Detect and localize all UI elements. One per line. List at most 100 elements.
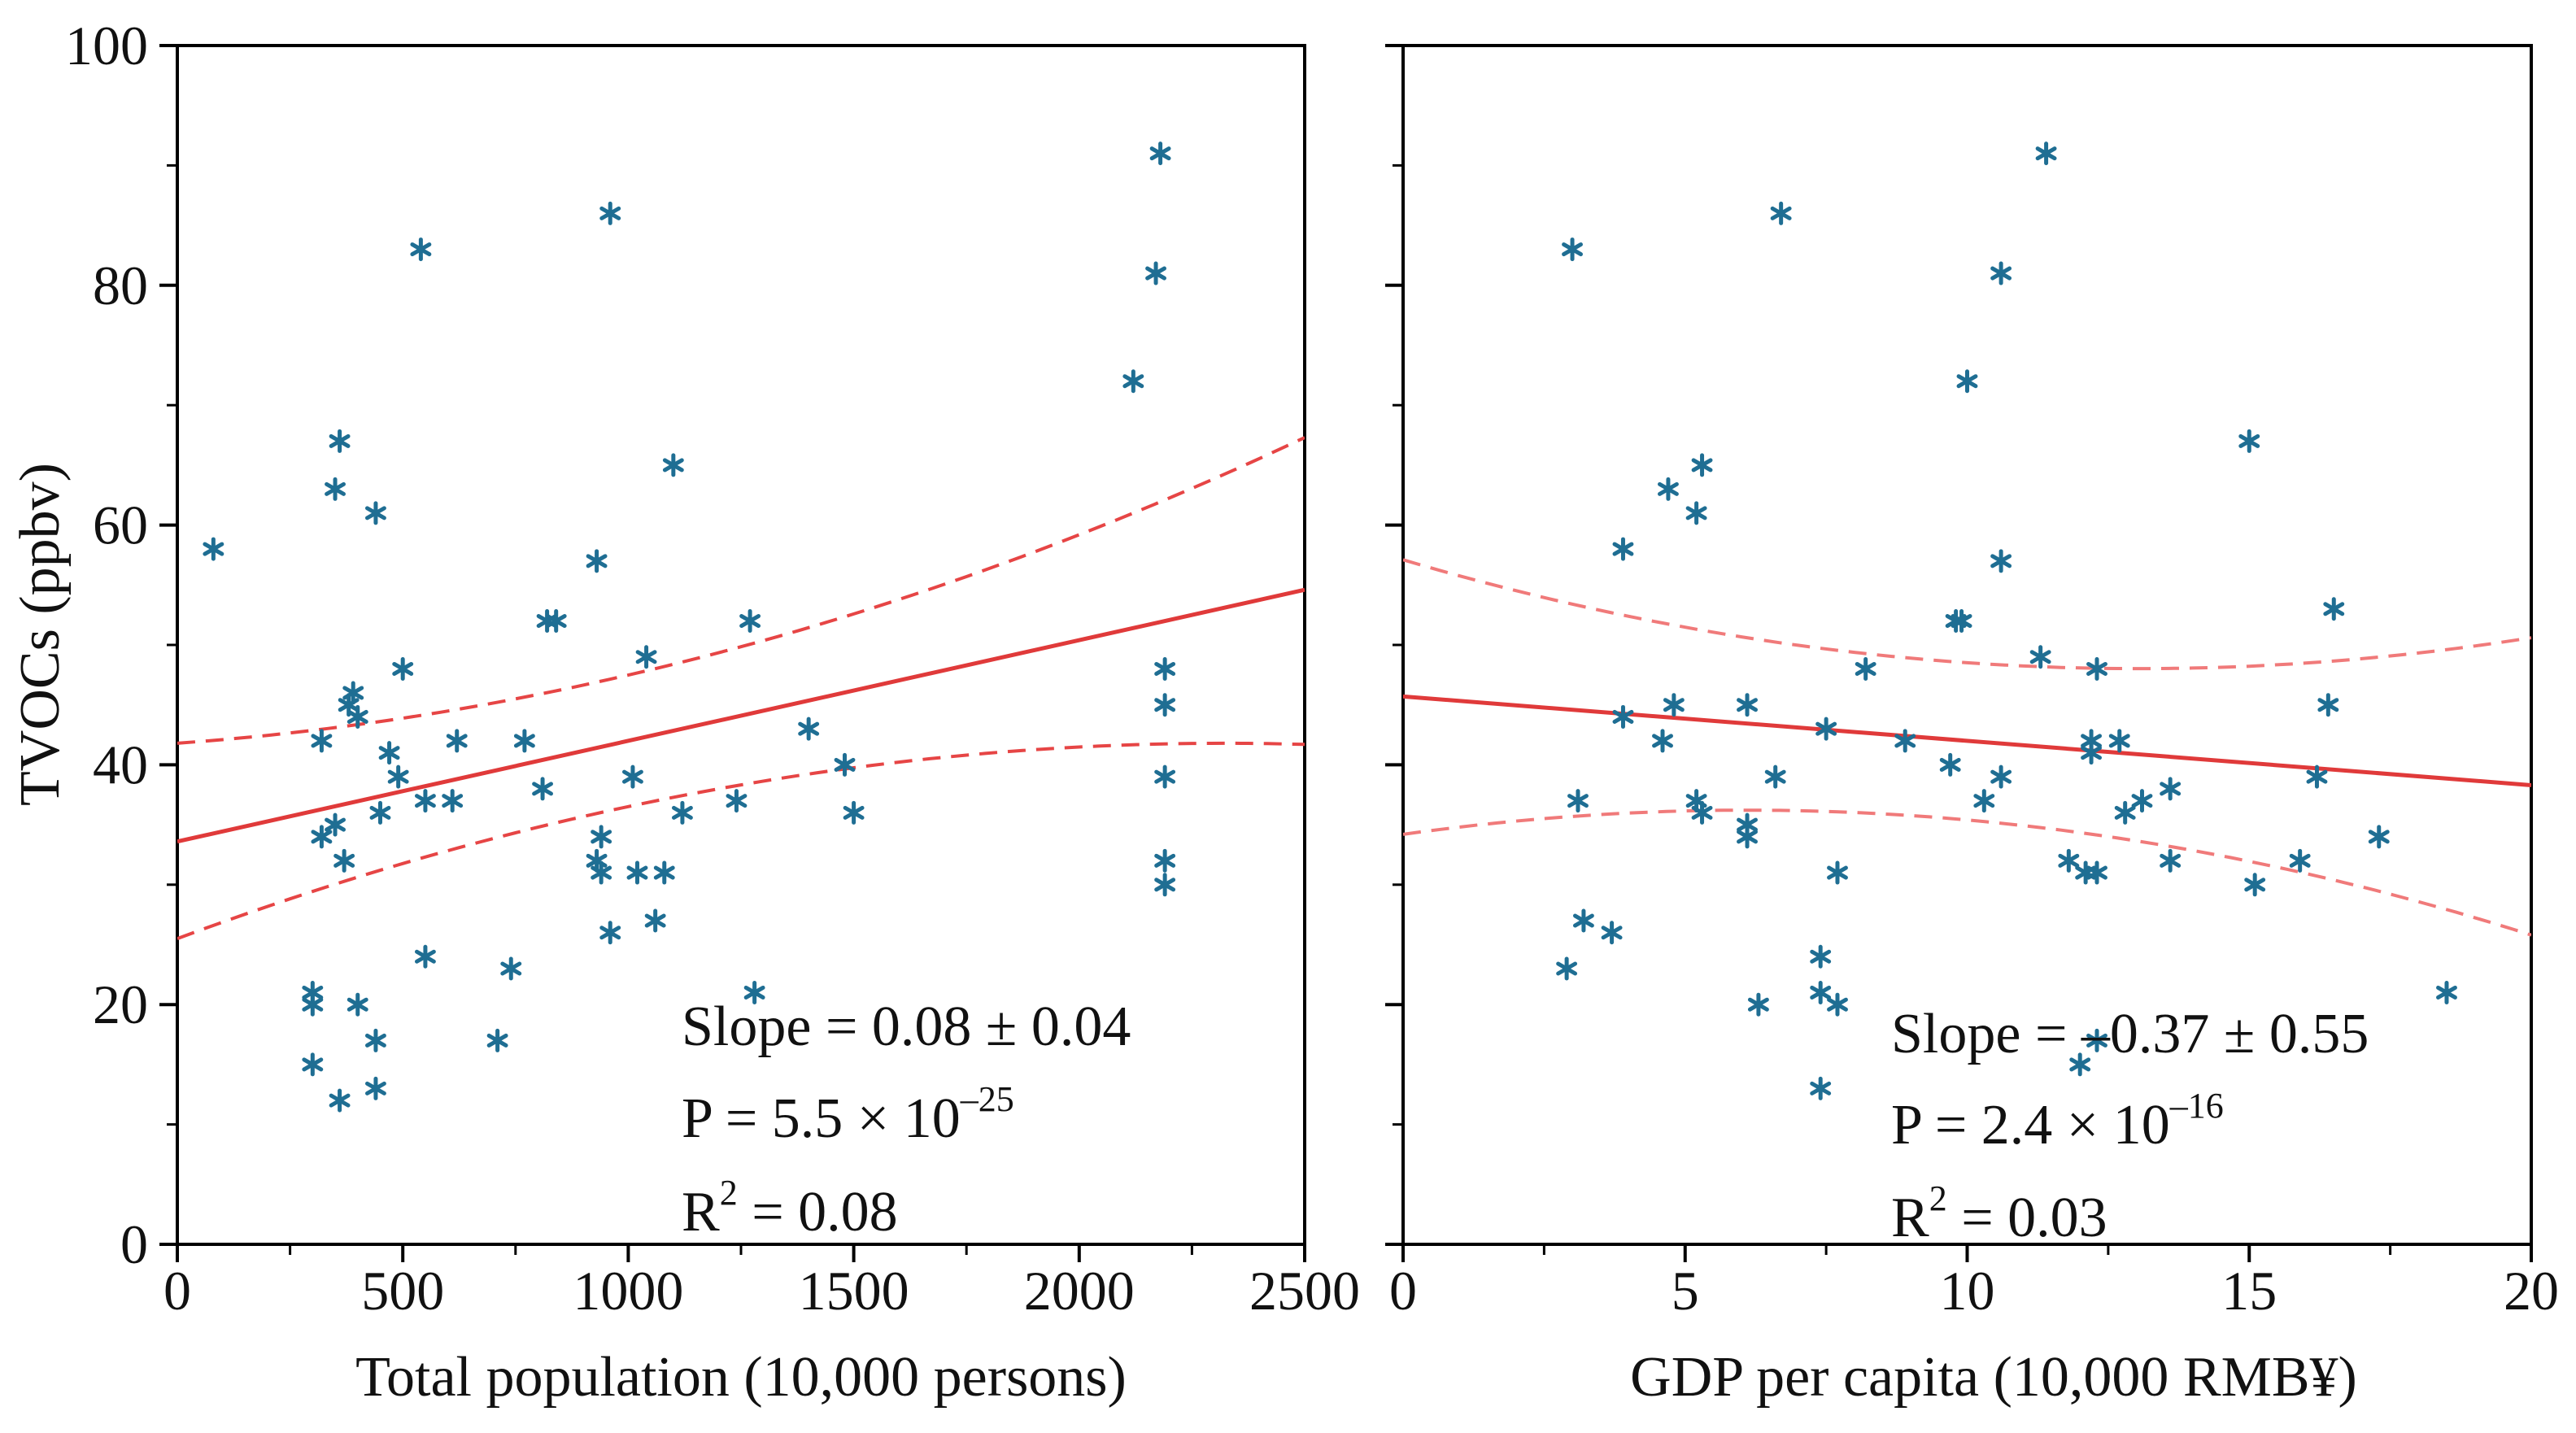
- data-point: [1612, 537, 1634, 561]
- r2-value-left: = 0.08: [738, 1181, 898, 1244]
- stats-annotation-right: Slope = –0.37 ± 0.55 P = 2.4 × 10–16 R2 …: [1891, 1003, 2369, 1249]
- data-point: [591, 860, 612, 885]
- data-point: [500, 956, 522, 981]
- data-point: [532, 777, 554, 801]
- data-point: [1562, 237, 1583, 262]
- y-tick-label: 40: [93, 734, 148, 795]
- data-point: [414, 789, 436, 813]
- data-point: [446, 729, 468, 753]
- x-tick-label: 500: [361, 1260, 444, 1322]
- data-point: [644, 908, 666, 933]
- data-point: [635, 645, 657, 669]
- data-point: [387, 764, 409, 789]
- data-point: [1827, 992, 1848, 1017]
- x-tick-label: 15: [2221, 1260, 2277, 1322]
- slope-text-right: Slope = –0.37 ± 0.55: [1891, 1003, 2369, 1065]
- y-axis-title: TVOCs (ppbv): [9, 463, 72, 806]
- scatter-points-right: [1556, 142, 2457, 1100]
- p-value-exponent-left: –25: [960, 1079, 1014, 1119]
- data-point: [1951, 609, 1972, 634]
- data-point: [1145, 261, 1166, 285]
- scatter-points-left: [203, 142, 1176, 1113]
- r2-base-right: R: [1891, 1187, 1929, 1249]
- r2-exponent-left: 2: [720, 1173, 738, 1213]
- data-point: [2436, 980, 2457, 1004]
- p-value-base-right: P = 2.4 × 10: [1891, 1094, 2170, 1156]
- x-tick-label: 2500: [1249, 1260, 1360, 1322]
- data-point: [333, 848, 355, 873]
- data-point: [329, 1088, 351, 1113]
- data-point: [1149, 142, 1171, 166]
- data-point: [410, 237, 432, 262]
- data-point: [311, 825, 333, 849]
- data-point: [1990, 549, 2012, 573]
- data-point: [1827, 860, 1848, 885]
- data-point: [1154, 848, 1176, 873]
- r2-text-left: R2 = 0.08: [682, 1173, 898, 1244]
- data-point: [1154, 873, 1176, 897]
- r2-base-left: R: [682, 1181, 720, 1244]
- data-point: [1973, 789, 1995, 813]
- p-value-text-left: P = 5.5 × 10–25: [682, 1079, 1014, 1150]
- data-point: [1764, 764, 1786, 789]
- data-point: [599, 201, 621, 225]
- data-point: [2108, 729, 2130, 753]
- data-point: [364, 1028, 386, 1052]
- data-point: [347, 992, 368, 1017]
- y-tick-label: 80: [93, 255, 148, 316]
- data-point: [843, 800, 865, 825]
- data-point: [347, 704, 368, 729]
- data-point: [586, 549, 608, 573]
- data-point: [1939, 752, 1961, 777]
- data-point: [1990, 261, 2012, 285]
- data-point: [626, 860, 648, 885]
- x-tick-label: 10: [1940, 1260, 1995, 1322]
- data-point: [1737, 825, 1758, 849]
- data-point: [1601, 921, 1623, 945]
- data-point: [662, 453, 684, 477]
- data-point: [2368, 825, 2390, 849]
- plot-frame-left: [176, 44, 1306, 1246]
- data-point: [2029, 645, 2051, 669]
- r2-value-right: = 0.03: [1947, 1187, 2107, 1249]
- regression-line: [1403, 694, 2531, 787]
- data-point: [2058, 848, 2080, 873]
- data-point: [1663, 693, 1685, 717]
- y-axis-ticks-right: [1385, 44, 1403, 1246]
- panel-gdp: 0 5 10 15 20 GDP per capita (10,000 RMB¥) Sl…: [1385, 44, 2559, 1409]
- data-point: [364, 1076, 386, 1100]
- data-point: [1894, 729, 1916, 753]
- data-point: [302, 980, 324, 1004]
- confidence-bound-lower: [177, 741, 1305, 940]
- data-point: [2086, 860, 2107, 885]
- data-point: [1122, 369, 1144, 394]
- x-tick-label: 1500: [799, 1260, 909, 1322]
- data-point: [2244, 873, 2266, 897]
- y-tick-label: 60: [93, 494, 148, 556]
- y-tick-label: 0: [120, 1213, 148, 1275]
- data-point: [1154, 693, 1176, 717]
- data-point: [599, 921, 621, 945]
- data-point: [2069, 1052, 2091, 1077]
- data-point: [1815, 716, 1837, 741]
- data-point: [2289, 848, 2311, 873]
- fit-line-right: [1403, 694, 2531, 787]
- data-point: [653, 860, 675, 885]
- x-tick-label: 1000: [573, 1260, 683, 1322]
- data-point: [1154, 656, 1176, 681]
- data-point: [1572, 908, 1594, 933]
- data-point: [622, 764, 643, 789]
- data-point: [1855, 656, 1876, 681]
- data-point: [1691, 800, 1713, 825]
- data-point: [1658, 477, 1679, 501]
- data-point: [2323, 597, 2345, 621]
- p-value-text-right: P = 2.4 × 10–16: [1891, 1086, 2224, 1156]
- data-point: [2081, 741, 2103, 765]
- data-point: [414, 944, 436, 969]
- data-point: [1652, 729, 1673, 753]
- x-axis-ticks-left: 0 500 1000 1500 2000 2500: [163, 1244, 1360, 1322]
- data-point: [329, 429, 351, 453]
- x-axis-ticks-right: 0 5 10 15 20: [1389, 1244, 2559, 1322]
- data-point: [671, 800, 693, 825]
